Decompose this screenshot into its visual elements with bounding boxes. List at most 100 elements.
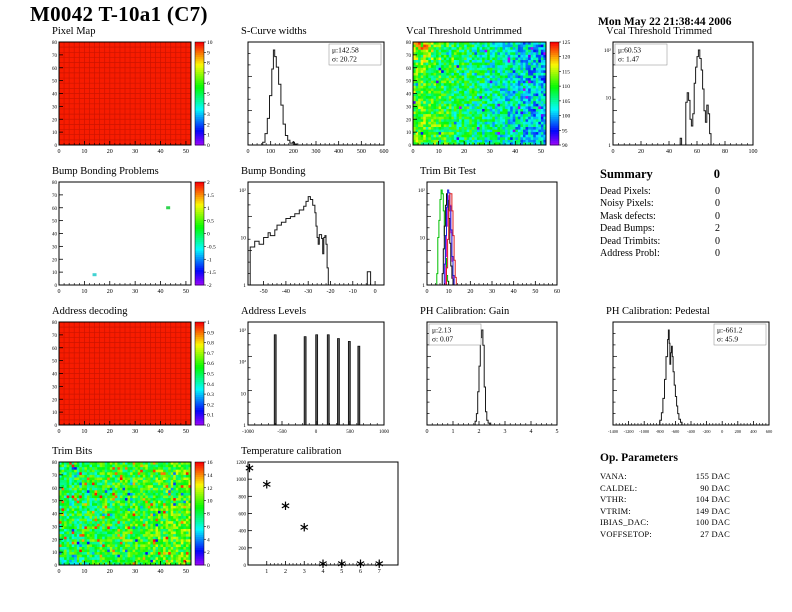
svg-text:10: 10 xyxy=(241,391,247,397)
op-parameters-panel: Op. Parameters VANA: 155 DAC CALDEL: 90 DA… xyxy=(600,452,732,540)
svg-text:500: 500 xyxy=(357,149,366,155)
plot-title-bump-bonding-problems: Bump Bonding Problems xyxy=(52,166,159,177)
svg-text:10²: 10² xyxy=(239,188,247,194)
plot-title-ph-gain: PH Calibration: Gain xyxy=(420,306,510,317)
svg-text:σ: 20.72: σ: 20.72 xyxy=(332,55,357,64)
svg-text:0: 0 xyxy=(58,149,61,155)
svg-text:40: 40 xyxy=(158,429,164,435)
svg-text:30: 30 xyxy=(132,289,138,295)
svg-text:10: 10 xyxy=(52,131,58,136)
svg-text:600: 600 xyxy=(766,429,772,434)
svg-text:20: 20 xyxy=(52,398,58,403)
svg-text:6: 6 xyxy=(207,81,210,87)
svg-text:10: 10 xyxy=(52,271,58,276)
svg-text:20: 20 xyxy=(52,118,58,123)
panel-trim-bit-test: Trim Bit Test 0 10 20 30 40 50 60 1 10 10² xyxy=(412,166,564,298)
svg-text:10: 10 xyxy=(446,289,452,295)
svg-text:200: 200 xyxy=(735,429,741,434)
address-decoding-chart: 0 10 20 30 40 50 0 10 20 30 40 50 60 70 80 1 0.9 0.8 0.7 0.… xyxy=(52,320,214,435)
svg-text:0.2: 0.2 xyxy=(207,402,214,408)
svg-text:10²: 10² xyxy=(604,48,612,54)
svg-text:1: 1 xyxy=(243,423,246,429)
svg-text:600: 600 xyxy=(380,149,389,155)
svg-text:50: 50 xyxy=(52,80,58,85)
svg-text:σ: 0.07: σ: 0.07 xyxy=(432,335,453,344)
svg-text:4: 4 xyxy=(530,429,533,435)
svg-text:70: 70 xyxy=(52,54,58,59)
svg-text:20: 20 xyxy=(467,289,473,295)
svg-text:60: 60 xyxy=(52,207,58,212)
svg-text:50: 50 xyxy=(52,220,58,225)
svg-text:8: 8 xyxy=(207,61,210,67)
svg-text:-200: -200 xyxy=(703,429,711,434)
summary-row-mask-defects: Mask defects: 0 xyxy=(600,211,720,223)
op-label: VANA: xyxy=(600,471,627,481)
svg-text:2: 2 xyxy=(478,429,481,435)
svg-text:0: 0 xyxy=(55,144,58,149)
svg-text:0.7: 0.7 xyxy=(207,351,214,357)
svg-text:μ:2.13: μ:2.13 xyxy=(432,326,451,335)
svg-text:60: 60 xyxy=(554,289,560,295)
svg-text:40: 40 xyxy=(406,93,412,98)
summary-value: 0 xyxy=(715,198,720,210)
op-label: IBIAS_DAC: xyxy=(600,517,649,527)
page-title: M0042 T-10a1 (C7) xyxy=(30,2,208,26)
summary-panel: Summary 0 Dead Pixels: 0 Noisy Pixels: 0 M… xyxy=(600,167,720,260)
ph-pedestal-chart: -1400 -1200 -1000 -800 -600 -400 -200 0 200 400 60… xyxy=(608,321,772,434)
svg-text:-10: -10 xyxy=(349,289,357,295)
trim-bit-test-chart: 0 10 20 30 40 50 60 1 10 10² xyxy=(418,181,560,295)
svg-text:0: 0 xyxy=(247,149,250,155)
svg-text:0: 0 xyxy=(55,284,58,289)
svg-text:9: 9 xyxy=(207,50,210,56)
svg-text:-1400: -1400 xyxy=(608,429,618,434)
svg-text:1: 1 xyxy=(207,133,210,139)
op-label: VTHR: xyxy=(600,494,627,504)
svg-text:40: 40 xyxy=(52,93,58,98)
op-value: 90 DAC xyxy=(700,482,730,493)
svg-text:60: 60 xyxy=(52,347,58,352)
panel-temperature-calibration: Temperature calibration 1 2 3 4 5 6 7 0 200 400 60… xyxy=(233,446,405,578)
svg-text:50: 50 xyxy=(52,360,58,365)
ph-gain-chart: 0 1 2 3 4 5 μ:2.13σ: 0.07 xyxy=(426,321,559,435)
svg-text:5: 5 xyxy=(556,429,559,435)
op-value: 155 DAC xyxy=(695,471,730,481)
plot-title-pixel-map: Pixel Map xyxy=(52,26,96,37)
svg-text:20: 20 xyxy=(406,118,412,123)
svg-text:80: 80 xyxy=(52,41,58,46)
svg-text:50: 50 xyxy=(406,80,412,85)
svg-text:1: 1 xyxy=(243,283,246,289)
svg-text:0: 0 xyxy=(207,143,210,149)
vcal-untrimmed-chart: 0 10 20 30 40 50 0 10 20 30 40 50 60 70 80 125 120 115 110… xyxy=(406,40,571,155)
svg-text:1.5: 1.5 xyxy=(207,193,214,199)
summary-row-dead-bumps: Dead Bumps: 2 xyxy=(600,223,720,235)
svg-text:70: 70 xyxy=(52,194,58,199)
summary-value: 0 xyxy=(715,210,720,222)
svg-text:95: 95 xyxy=(562,128,568,134)
svg-text:-600: -600 xyxy=(671,429,679,434)
op-label: VOFFSETOP: xyxy=(600,528,652,539)
svg-text:30: 30 xyxy=(132,429,138,435)
summary-value: 0 xyxy=(715,248,720,260)
summary-title: Summary xyxy=(600,167,653,181)
op-row-ibias-dac: IBIAS_DAC: 100 DAC xyxy=(600,517,730,529)
svg-text:70: 70 xyxy=(52,334,58,339)
svg-text:10: 10 xyxy=(406,131,412,136)
svg-text:30: 30 xyxy=(132,149,138,155)
svg-text:σ: 1.47: σ: 1.47 xyxy=(618,55,639,64)
svg-text:0.5: 0.5 xyxy=(207,219,214,225)
svg-text:0: 0 xyxy=(58,429,61,435)
plot-title-vcal-trimmed: Vcal Threshold Trimmed xyxy=(606,26,712,37)
panel-pixel-map: Pixel Map 0 10 20 30 40 50 0 10 20 30 40 50 60 70 80 10… xyxy=(44,26,229,158)
svg-text:50: 50 xyxy=(538,149,544,155)
svg-text:-40: -40 xyxy=(282,289,290,295)
op-row-vtrim: VTRIM: 149 DAC xyxy=(600,506,730,518)
svg-text:-500: -500 xyxy=(277,430,287,435)
svg-text:400: 400 xyxy=(750,429,756,434)
panel-address-decoding: Address decoding 0 10 20 30 40 50 0 10 20 30 40 50 6… xyxy=(44,306,229,438)
op-value: 100 DAC xyxy=(695,517,730,527)
panel-vcal-trimmed: Vcal Threshold Trimmed 0 20 40 60 80 100 1 10 10… xyxy=(598,26,760,158)
plot-title-ph-pedestal: PH Calibration: Pedestal xyxy=(606,306,710,317)
